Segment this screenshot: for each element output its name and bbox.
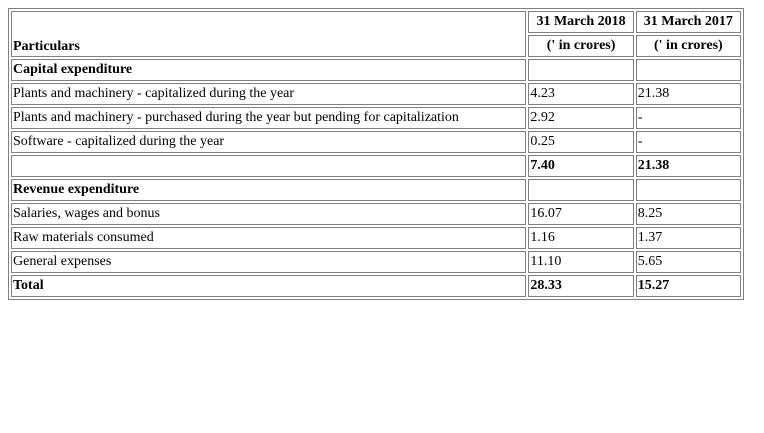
value-2017: 5.65: [635, 251, 741, 273]
row-label: Salaries, wages and bonus: [11, 203, 527, 225]
total-2018: 28.33: [528, 275, 634, 297]
header-unit-row: (' in crores) (' in crores): [11, 35, 741, 57]
table-row: Plants and machinery - capitalized durin…: [11, 83, 741, 105]
header-unit-2018: (' in crores): [528, 35, 634, 57]
header-date-2017: 31 March 2017: [635, 11, 741, 33]
row-label: Software - capitalized during the year: [11, 131, 527, 153]
value-2018: 11.10: [528, 251, 634, 273]
total-2017: 15.27: [635, 275, 741, 297]
header-particulars: Particulars: [11, 11, 527, 57]
section-row-revenue: Revenue expenditure: [11, 179, 741, 201]
header-row: Particulars 31 March 2018 31 March 2017: [11, 11, 741, 57]
section-heading-revenue: Revenue expenditure: [11, 179, 527, 201]
table-row: Software - capitalized during the year 0…: [11, 131, 741, 153]
section-heading-capital: Capital expenditure: [11, 59, 527, 81]
expenditure-table: Particulars 31 March 2018 31 March 2017 …: [8, 8, 744, 300]
subtotal-label: [11, 155, 527, 177]
value-2017: 21.38: [635, 83, 741, 105]
value-2018: 4.23: [528, 83, 634, 105]
row-label: Plants and machinery - purchased during …: [11, 107, 527, 129]
subtotal-2017: 21.38: [635, 155, 741, 177]
empty-cell: [635, 59, 741, 81]
row-label: Raw materials consumed: [11, 227, 527, 249]
value-2018: 2.92: [528, 107, 634, 129]
table-row: General expenses 11.10 5.65: [11, 251, 741, 273]
value-2018: 0.25: [528, 131, 634, 153]
row-label: Plants and machinery - capitalized durin…: [11, 83, 527, 105]
total-row: Total 28.33 15.27: [11, 275, 741, 297]
subtotal-2018: 7.40: [528, 155, 634, 177]
value-2018: 1.16: [528, 227, 634, 249]
empty-cell: [528, 59, 634, 81]
value-2017: -: [635, 107, 741, 129]
value-2017: -: [635, 131, 741, 153]
empty-cell: [635, 179, 741, 201]
value-2017: 1.37: [635, 227, 741, 249]
section-row-capital: Capital expenditure: [11, 59, 741, 81]
header-unit-2017: (' in crores): [635, 35, 741, 57]
value-2018: 16.07: [528, 203, 634, 225]
row-label: General expenses: [11, 251, 527, 273]
empty-cell: [528, 179, 634, 201]
header-date-2018: 31 March 2018: [528, 11, 634, 33]
table-row: Salaries, wages and bonus 16.07 8.25: [11, 203, 741, 225]
subtotal-row-capital: 7.40 21.38: [11, 155, 741, 177]
total-label: Total: [11, 275, 527, 297]
table-row: Plants and machinery - purchased during …: [11, 107, 741, 129]
value-2017: 8.25: [635, 203, 741, 225]
table-row: Raw materials consumed 1.16 1.37: [11, 227, 741, 249]
